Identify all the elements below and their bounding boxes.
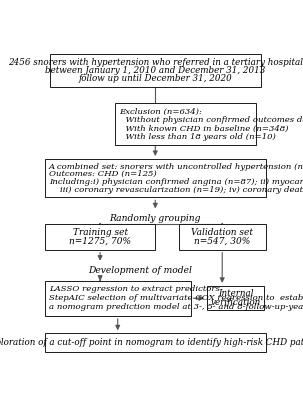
Text: iii) coronary revascularization (n=19); iv) coronary death (n=4): iii) coronary revascularization (n=19); … (49, 186, 303, 194)
Text: Including:i) physician confirmed angina (n=87); ii) myocardial infarction (n=15): Including:i) physician confirmed angina … (49, 178, 303, 186)
FancyBboxPatch shape (115, 104, 256, 145)
FancyBboxPatch shape (207, 286, 265, 310)
Text: follow up until December 31, 2020: follow up until December 31, 2020 (78, 74, 232, 83)
Text: With known CHD in baseline (n=348): With known CHD in baseline (n=348) (120, 124, 288, 132)
Text: Internal: Internal (218, 290, 254, 298)
FancyBboxPatch shape (179, 224, 266, 250)
Text: Development of model: Development of model (88, 266, 192, 275)
Text: 2456 snorers with hypertension who referred in a tertiary hospital: 2456 snorers with hypertension who refer… (8, 58, 303, 67)
FancyBboxPatch shape (45, 159, 266, 197)
FancyBboxPatch shape (50, 54, 261, 86)
Text: n=547, 30%: n=547, 30% (194, 236, 250, 246)
Text: n=1275, 70%: n=1275, 70% (69, 236, 131, 246)
Text: A combined set: snorers with uncontrolled hypertension (n=1822): A combined set: snorers with uncontrolle… (49, 162, 303, 170)
FancyBboxPatch shape (45, 280, 191, 316)
Text: Without physician confirmed outcomes data (n=276): Without physician confirmed outcomes dat… (120, 116, 303, 124)
Text: Randomly grouping: Randomly grouping (110, 214, 201, 222)
Text: verification: verification (211, 298, 261, 307)
Text: Validation set: Validation set (191, 228, 253, 237)
FancyBboxPatch shape (45, 333, 266, 352)
FancyBboxPatch shape (45, 224, 155, 250)
Text: Exploration of a cut-off point in nomogram to identify high-risk CHD patients: Exploration of a cut-off point in nomogr… (0, 338, 303, 347)
Text: Training set: Training set (72, 228, 128, 237)
Text: StepAIC selection of multivariate COX regression to  establish: StepAIC selection of multivariate COX re… (49, 294, 303, 302)
Text: LASSO regression to extract predictors: LASSO regression to extract predictors (49, 285, 220, 293)
Text: between January 1, 2010 and December 31, 2013: between January 1, 2010 and December 31,… (45, 66, 265, 75)
Text: Exclusion (n=634):: Exclusion (n=634): (120, 108, 202, 116)
Text: a nomogram prediction model at 3-, 5- and 8-follow-up-year: a nomogram prediction model at 3-, 5- an… (49, 303, 303, 311)
Text: Outcomes: CHD (n=125): Outcomes: CHD (n=125) (49, 170, 157, 178)
Text: With less than 18 years old (n=10): With less than 18 years old (n=10) (120, 133, 275, 141)
